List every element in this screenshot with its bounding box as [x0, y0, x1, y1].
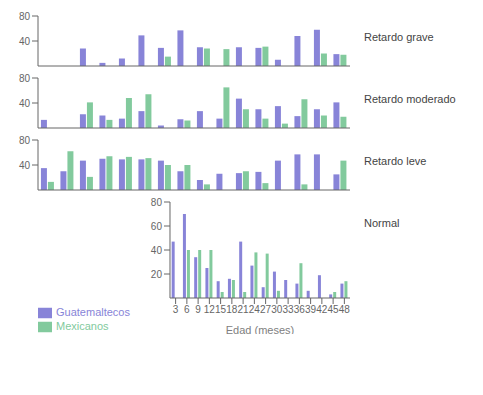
svg-text:9: 9: [195, 304, 201, 315]
svg-text:80: 80: [19, 135, 31, 146]
html-text:Mexicanos: Mexicanos: [56, 319, 109, 332]
html-text:Retardo grave: Retardo grave: [364, 31, 434, 43]
svg-text:80: 80: [151, 197, 163, 208]
svg-text:21: 21: [238, 304, 250, 315]
svg-text:Edad (meses): Edad (meses): [226, 324, 294, 334]
svg-text:15: 15: [215, 304, 227, 315]
svg-text:40: 40: [19, 160, 31, 171]
svg-text:18: 18: [226, 304, 238, 315]
svg-text:45: 45: [328, 304, 340, 315]
svg-text:60: 60: [151, 221, 163, 232]
svg-text:40: 40: [151, 245, 163, 256]
svg-text:40: 40: [19, 98, 31, 109]
svg-text:48: 48: [339, 304, 351, 315]
svg-text:80: 80: [19, 11, 31, 22]
svg-text:12: 12: [204, 304, 216, 315]
svg-text:42: 42: [316, 304, 328, 315]
svg-text:30: 30: [271, 304, 283, 315]
svg-text:33: 33: [283, 304, 295, 315]
html-text:Guatemaltecos: Guatemaltecos: [56, 305, 130, 318]
svg-text:40: 40: [19, 36, 31, 47]
html-text:Retardo leve: Retardo leve: [364, 155, 427, 167]
html-text:Retardo moderado: Retardo moderado: [364, 93, 456, 105]
svg-text:20: 20: [151, 269, 163, 280]
svg-text:24: 24: [249, 304, 261, 315]
svg-text:6: 6: [184, 304, 190, 315]
svg-text:27: 27: [260, 304, 272, 315]
svg-text:3: 3: [173, 304, 179, 315]
html-text:Normal: Normal: [364, 217, 400, 229]
svg-text:36: 36: [294, 304, 306, 315]
svg-text:80: 80: [19, 73, 31, 84]
svg-text:39: 39: [305, 304, 317, 315]
